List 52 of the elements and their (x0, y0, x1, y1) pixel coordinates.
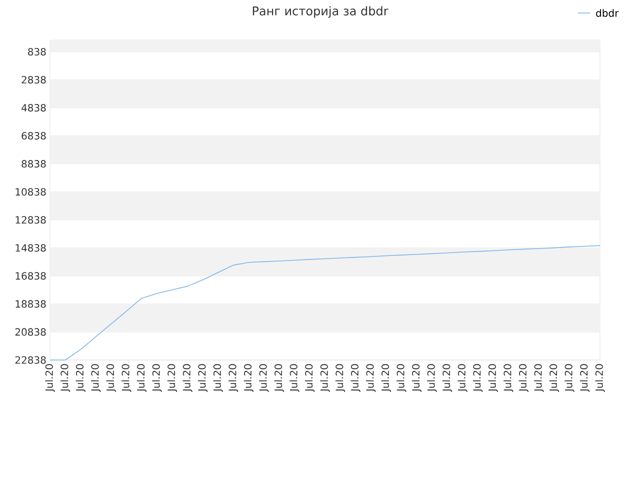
x-tick-label: Jul.20 (152, 364, 162, 392)
line-series (50, 245, 600, 360)
y-tick-label: 838 (28, 48, 46, 56)
y-tick-label: 22838 (15, 356, 46, 364)
x-tick-label: Jul.20 (504, 364, 514, 392)
x-tick-label: Jul.20 (290, 364, 300, 392)
y-tick-label: 8838 (22, 160, 46, 168)
x-tick-label: Jul.20 (335, 364, 346, 392)
x-tick-label: Jul.20 (564, 364, 574, 392)
x-tick-label: Jul.20 (182, 364, 192, 392)
x-tick-label: Jul.20 (122, 364, 132, 392)
x-tick-label: Jul.20 (106, 364, 116, 392)
x-tick-label: Jul.20 (45, 364, 55, 392)
x-tick-label: Jul.20 (167, 364, 178, 392)
x-tick-label: Jul.20 (76, 364, 86, 392)
y-tick-label: 14838 (16, 244, 46, 252)
x-tick-label: Jul.20 (381, 364, 391, 392)
y-tick-label: 12838 (16, 216, 46, 224)
x-tick-label: Jul.20 (580, 364, 590, 392)
chart-title: Ранг историја за dbdr (252, 6, 388, 18)
x-tick-label: Jul.20 (350, 364, 360, 392)
x-tick-label: Jul.20 (60, 364, 70, 392)
y-tick-label: 6838 (22, 132, 46, 140)
x-tick-label: Jul.20 (396, 364, 406, 392)
x-tick-label: Jul.20 (488, 364, 498, 392)
x-tick-label: Jul.20 (458, 364, 468, 392)
x-tick-label: Jul.20 (244, 364, 254, 392)
x-tick-label: Jul.20 (427, 364, 437, 392)
y-tick-label: 20838 (15, 328, 46, 336)
y-tick-label: 16838 (16, 272, 46, 280)
legend-label: dbdr (596, 9, 619, 17)
x-tick-label: Jul.20 (259, 364, 269, 392)
x-tick-label: Jul.20 (304, 364, 315, 392)
x-tick-label: Jul.20 (198, 364, 208, 392)
x-tick-label: Jul.20 (91, 364, 101, 392)
x-tick-label: Jul.20 (472, 364, 483, 392)
x-tick-label: Jul.20 (228, 364, 238, 392)
y-tick-label: 10838 (16, 188, 46, 196)
x-tick-label: Jul.20 (549, 364, 559, 392)
x-tick-label: Jul.20 (136, 364, 146, 392)
x-tick-label: Jul.20 (320, 364, 330, 392)
x-tick-label: Jul.20 (442, 364, 452, 392)
x-tick-label: Jul.20 (213, 364, 223, 392)
x-tick-label: Jul.20 (518, 364, 528, 392)
x-tick-label: Jul.20 (595, 364, 605, 392)
y-tick-label: 4838 (22, 104, 46, 112)
y-tick-label: 18838 (16, 300, 46, 308)
y-tick-label: 2838 (22, 76, 46, 84)
x-tick-label: Jul.20 (412, 364, 422, 392)
x-tick-label: Jul.20 (534, 364, 544, 392)
x-tick-label: Jul.20 (366, 364, 376, 392)
x-tick-label: Jul.20 (274, 364, 284, 392)
